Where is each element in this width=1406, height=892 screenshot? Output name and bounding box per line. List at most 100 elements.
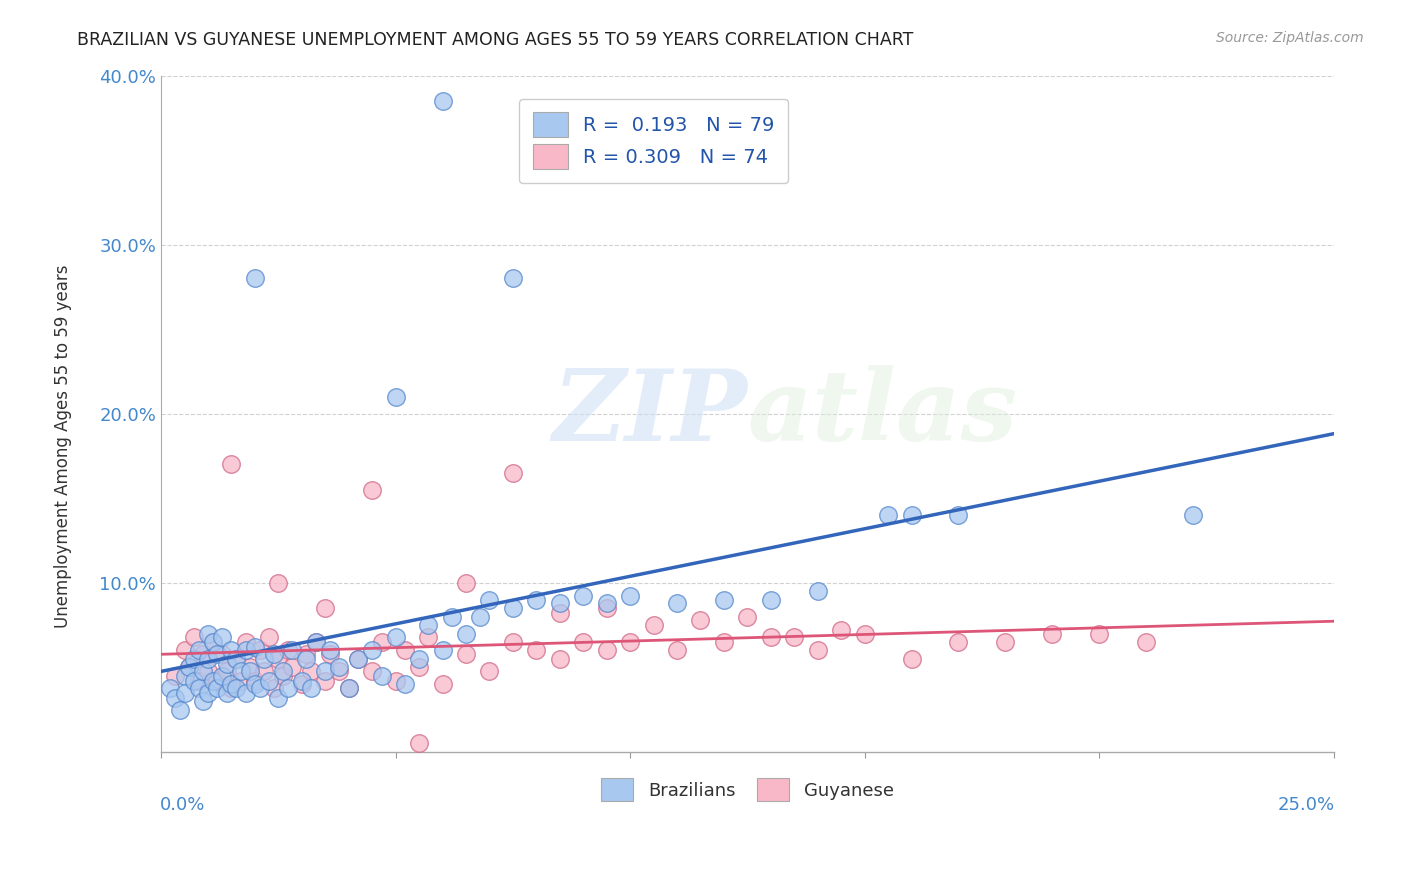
- Point: [201, 635, 224, 649]
- Text: 0.0%: 0.0%: [160, 796, 205, 814]
- Point: [243, 640, 266, 654]
- Point: [524, 643, 547, 657]
- Point: [197, 626, 219, 640]
- Point: [877, 508, 900, 523]
- Text: BRAZILIAN VS GUYANESE UNEMPLOYMENT AMONG AGES 55 TO 59 YEARS CORRELATION CHART: BRAZILIAN VS GUYANESE UNEMPLOYMENT AMONG…: [77, 31, 914, 49]
- Point: [207, 673, 229, 688]
- Point: [900, 508, 922, 523]
- Point: [201, 635, 224, 649]
- Point: [243, 271, 266, 285]
- Point: [173, 686, 195, 700]
- Point: [221, 677, 243, 691]
- Point: [759, 592, 782, 607]
- Point: [197, 664, 219, 678]
- Point: [454, 647, 477, 661]
- Point: [440, 609, 463, 624]
- Point: [948, 635, 970, 649]
- Point: [432, 643, 454, 657]
- Point: [454, 626, 477, 640]
- Point: [418, 630, 440, 644]
- Point: [666, 643, 689, 657]
- Point: [229, 673, 252, 688]
- Point: [183, 630, 205, 644]
- Point: [319, 647, 342, 661]
- Point: [165, 669, 187, 683]
- Point: [418, 618, 440, 632]
- Point: [215, 686, 238, 700]
- Point: [179, 660, 201, 674]
- Point: [207, 647, 229, 661]
- Point: [281, 643, 304, 657]
- Point: [347, 652, 370, 666]
- Point: [384, 673, 406, 688]
- Text: Unemployment Among Ages 55 to 59 years: Unemployment Among Ages 55 to 59 years: [55, 264, 72, 628]
- Point: [277, 643, 299, 657]
- Point: [572, 635, 595, 649]
- Point: [221, 643, 243, 657]
- Point: [314, 601, 336, 615]
- Point: [193, 664, 215, 678]
- Point: [328, 660, 350, 674]
- Point: [221, 681, 243, 695]
- Point: [197, 652, 219, 666]
- Point: [257, 630, 280, 644]
- Point: [173, 643, 195, 657]
- Point: [478, 592, 501, 607]
- Point: [478, 664, 501, 678]
- Point: [370, 669, 392, 683]
- Point: [454, 575, 477, 590]
- Point: [215, 664, 238, 678]
- Point: [900, 652, 922, 666]
- Point: [183, 673, 205, 688]
- Point: [432, 677, 454, 691]
- Point: [225, 652, 247, 666]
- Point: [384, 630, 406, 644]
- Point: [295, 647, 318, 661]
- Point: [314, 673, 336, 688]
- Point: [737, 609, 759, 624]
- Point: [595, 601, 617, 615]
- Point: [243, 673, 266, 688]
- Point: [807, 584, 830, 599]
- Point: [193, 647, 215, 661]
- Point: [337, 681, 360, 695]
- Point: [183, 652, 205, 666]
- Point: [305, 635, 328, 649]
- Point: [468, 609, 491, 624]
- Point: [187, 681, 209, 695]
- Point: [572, 590, 595, 604]
- Point: [713, 635, 735, 649]
- Point: [432, 94, 454, 108]
- Point: [853, 626, 876, 640]
- Point: [239, 660, 262, 674]
- Point: [807, 643, 830, 657]
- Point: [263, 647, 285, 661]
- Point: [249, 681, 271, 695]
- Point: [187, 643, 209, 657]
- Point: [187, 673, 209, 688]
- Point: [271, 669, 294, 683]
- Point: [314, 664, 336, 678]
- Point: [689, 613, 711, 627]
- Point: [253, 652, 276, 666]
- Point: [193, 694, 215, 708]
- Point: [830, 623, 852, 637]
- Point: [502, 466, 524, 480]
- Point: [197, 686, 219, 700]
- Point: [524, 592, 547, 607]
- Point: [225, 652, 247, 666]
- Point: [243, 677, 266, 691]
- Point: [319, 643, 342, 657]
- Point: [271, 664, 294, 678]
- Point: [281, 660, 304, 674]
- Point: [221, 458, 243, 472]
- Point: [328, 664, 350, 678]
- Point: [207, 681, 229, 695]
- Point: [291, 677, 314, 691]
- Point: [299, 681, 322, 695]
- Point: [257, 673, 280, 688]
- Point: [948, 508, 970, 523]
- Point: [595, 596, 617, 610]
- Point: [267, 575, 290, 590]
- Point: [361, 483, 384, 497]
